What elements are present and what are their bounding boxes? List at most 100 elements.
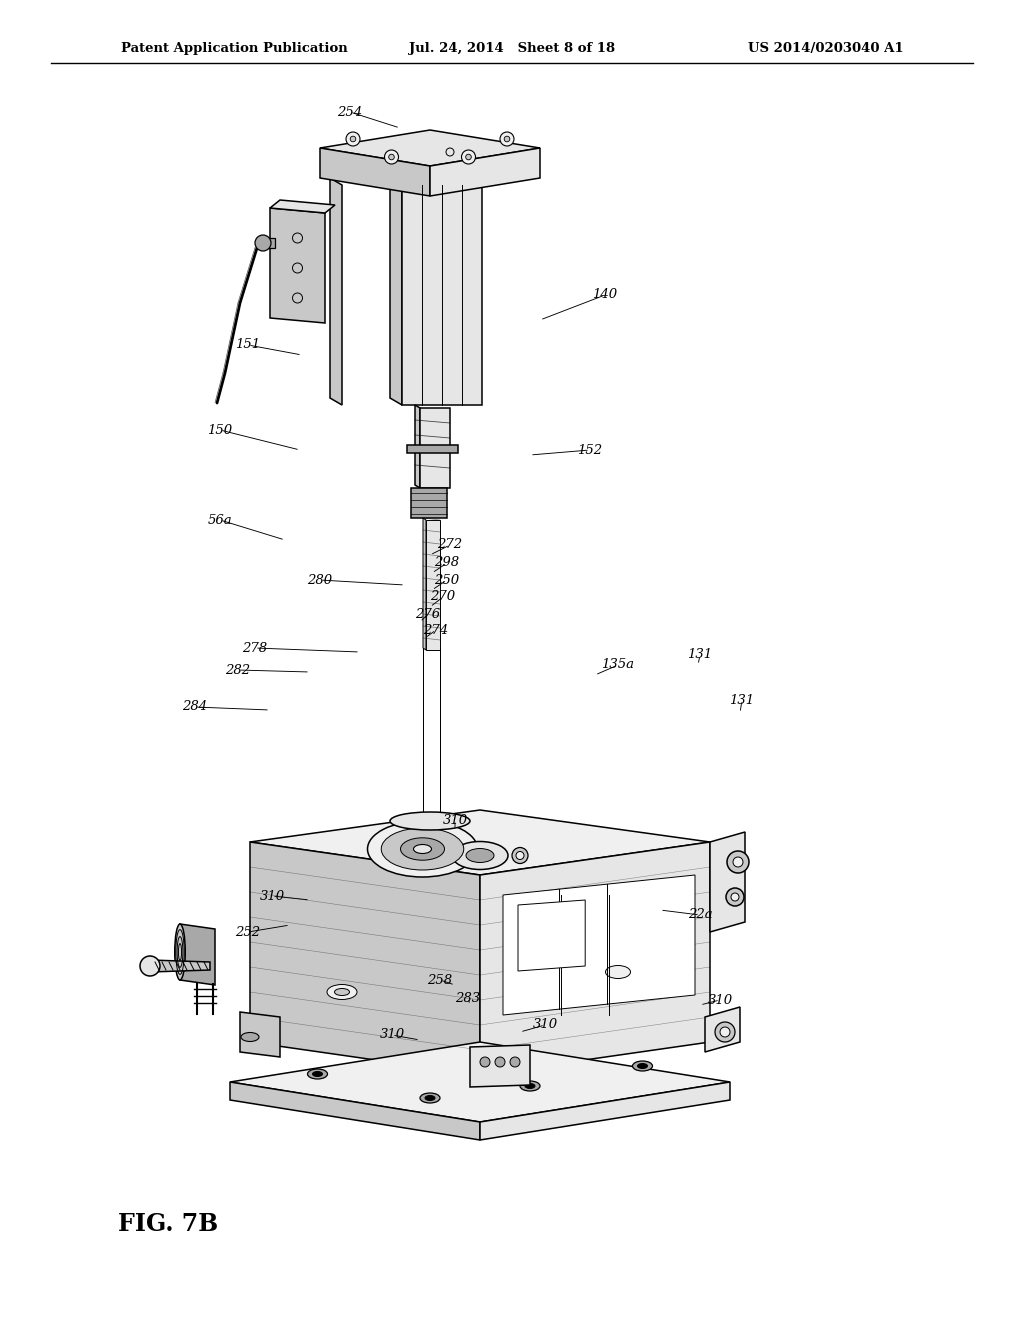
Polygon shape: [407, 445, 458, 453]
Text: 283: 283: [456, 991, 480, 1005]
Polygon shape: [390, 178, 402, 405]
Text: 254: 254: [338, 106, 362, 119]
Text: 270: 270: [430, 590, 456, 603]
Polygon shape: [705, 1007, 740, 1052]
Text: 252: 252: [236, 925, 260, 939]
Ellipse shape: [525, 1084, 535, 1089]
Text: 284: 284: [182, 701, 208, 714]
Ellipse shape: [241, 1032, 259, 1041]
Ellipse shape: [327, 985, 357, 999]
Ellipse shape: [175, 924, 185, 979]
Polygon shape: [250, 842, 480, 1074]
Polygon shape: [426, 520, 440, 649]
Text: 298: 298: [434, 557, 460, 569]
Circle shape: [462, 150, 475, 164]
Polygon shape: [420, 408, 450, 488]
Ellipse shape: [638, 1064, 647, 1068]
Text: 131: 131: [687, 648, 713, 661]
Polygon shape: [480, 842, 710, 1074]
Polygon shape: [402, 185, 482, 405]
Circle shape: [500, 132, 514, 147]
Circle shape: [727, 851, 749, 873]
Polygon shape: [319, 148, 430, 195]
Text: 276: 276: [416, 607, 440, 620]
Circle shape: [733, 857, 743, 867]
Circle shape: [512, 847, 528, 863]
Ellipse shape: [335, 989, 349, 995]
Ellipse shape: [452, 842, 508, 870]
Polygon shape: [411, 488, 447, 517]
Circle shape: [495, 1057, 505, 1067]
Polygon shape: [250, 810, 710, 875]
Text: US 2014/0203040 A1: US 2014/0203040 A1: [748, 42, 903, 55]
Text: 310: 310: [259, 890, 285, 903]
Text: 310: 310: [442, 813, 468, 826]
Text: 150: 150: [208, 424, 232, 437]
Text: 250: 250: [434, 573, 460, 586]
Polygon shape: [270, 209, 325, 323]
Polygon shape: [330, 178, 342, 405]
Text: 272: 272: [437, 539, 463, 552]
Polygon shape: [270, 201, 335, 213]
Text: 274: 274: [424, 623, 449, 636]
Text: 310: 310: [532, 1019, 557, 1031]
Circle shape: [720, 1027, 730, 1038]
Polygon shape: [710, 832, 745, 932]
Polygon shape: [518, 900, 585, 972]
Ellipse shape: [466, 849, 494, 862]
Ellipse shape: [400, 838, 444, 861]
Circle shape: [516, 851, 524, 859]
Text: 22a: 22a: [688, 908, 713, 921]
Text: 310: 310: [380, 1028, 404, 1041]
Circle shape: [140, 956, 160, 975]
Circle shape: [726, 888, 744, 906]
Ellipse shape: [520, 1081, 540, 1092]
Polygon shape: [503, 875, 695, 1015]
Circle shape: [389, 154, 394, 160]
Text: 280: 280: [307, 573, 333, 586]
Ellipse shape: [414, 845, 431, 854]
Text: Patent Application Publication: Patent Application Publication: [121, 42, 347, 55]
Circle shape: [731, 894, 739, 902]
Polygon shape: [470, 1045, 530, 1086]
Ellipse shape: [633, 1061, 652, 1071]
Polygon shape: [263, 238, 275, 248]
Text: Jul. 24, 2014   Sheet 8 of 18: Jul. 24, 2014 Sheet 8 of 18: [409, 42, 615, 55]
Text: 152: 152: [578, 444, 602, 457]
Circle shape: [510, 1057, 520, 1067]
Circle shape: [466, 154, 471, 160]
Ellipse shape: [425, 1096, 435, 1101]
Circle shape: [255, 235, 271, 251]
Circle shape: [346, 132, 360, 147]
Ellipse shape: [307, 1069, 328, 1078]
Ellipse shape: [605, 965, 631, 978]
Text: 140: 140: [593, 289, 617, 301]
Ellipse shape: [420, 1093, 440, 1104]
Text: FIG. 7B: FIG. 7B: [118, 1212, 218, 1236]
Circle shape: [504, 136, 510, 141]
Circle shape: [384, 150, 398, 164]
Text: 135a: 135a: [601, 659, 635, 672]
Ellipse shape: [381, 828, 464, 870]
Polygon shape: [430, 148, 540, 195]
Text: 151: 151: [236, 338, 260, 351]
Text: 258: 258: [427, 974, 453, 986]
Polygon shape: [423, 517, 426, 649]
Text: 282: 282: [225, 664, 251, 676]
Ellipse shape: [312, 1072, 323, 1077]
Polygon shape: [480, 1082, 730, 1140]
Polygon shape: [230, 1041, 730, 1122]
Ellipse shape: [368, 821, 477, 876]
Text: 131: 131: [729, 693, 755, 706]
Circle shape: [350, 136, 355, 141]
Polygon shape: [230, 1082, 480, 1140]
Text: 278: 278: [243, 642, 267, 655]
Text: 56a: 56a: [208, 513, 232, 527]
Circle shape: [715, 1022, 735, 1041]
Polygon shape: [415, 405, 420, 488]
Ellipse shape: [390, 812, 470, 830]
Text: 310: 310: [708, 994, 732, 1006]
Polygon shape: [150, 960, 210, 972]
Polygon shape: [319, 129, 540, 166]
Polygon shape: [180, 924, 215, 985]
